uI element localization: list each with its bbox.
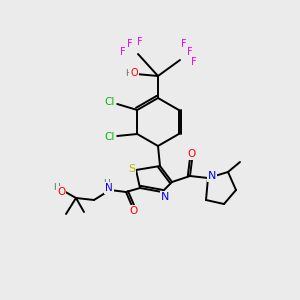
Text: F: F	[181, 39, 187, 49]
Text: O: O	[57, 187, 65, 197]
Text: Cl: Cl	[104, 132, 114, 142]
Text: F: F	[120, 47, 126, 57]
Text: N: N	[161, 192, 169, 202]
Text: O: O	[130, 206, 138, 216]
Text: N: N	[105, 183, 113, 193]
Text: F: F	[187, 47, 193, 57]
Text: H: H	[52, 184, 59, 193]
Text: O: O	[188, 149, 196, 159]
Text: F: F	[137, 37, 143, 47]
Text: H: H	[124, 68, 131, 77]
Text: N: N	[208, 171, 216, 181]
Text: F: F	[127, 39, 133, 49]
Text: F: F	[191, 57, 197, 67]
Text: H: H	[103, 178, 110, 188]
Text: Cl: Cl	[104, 97, 114, 107]
Text: O: O	[130, 68, 138, 78]
Text: S: S	[128, 164, 136, 174]
